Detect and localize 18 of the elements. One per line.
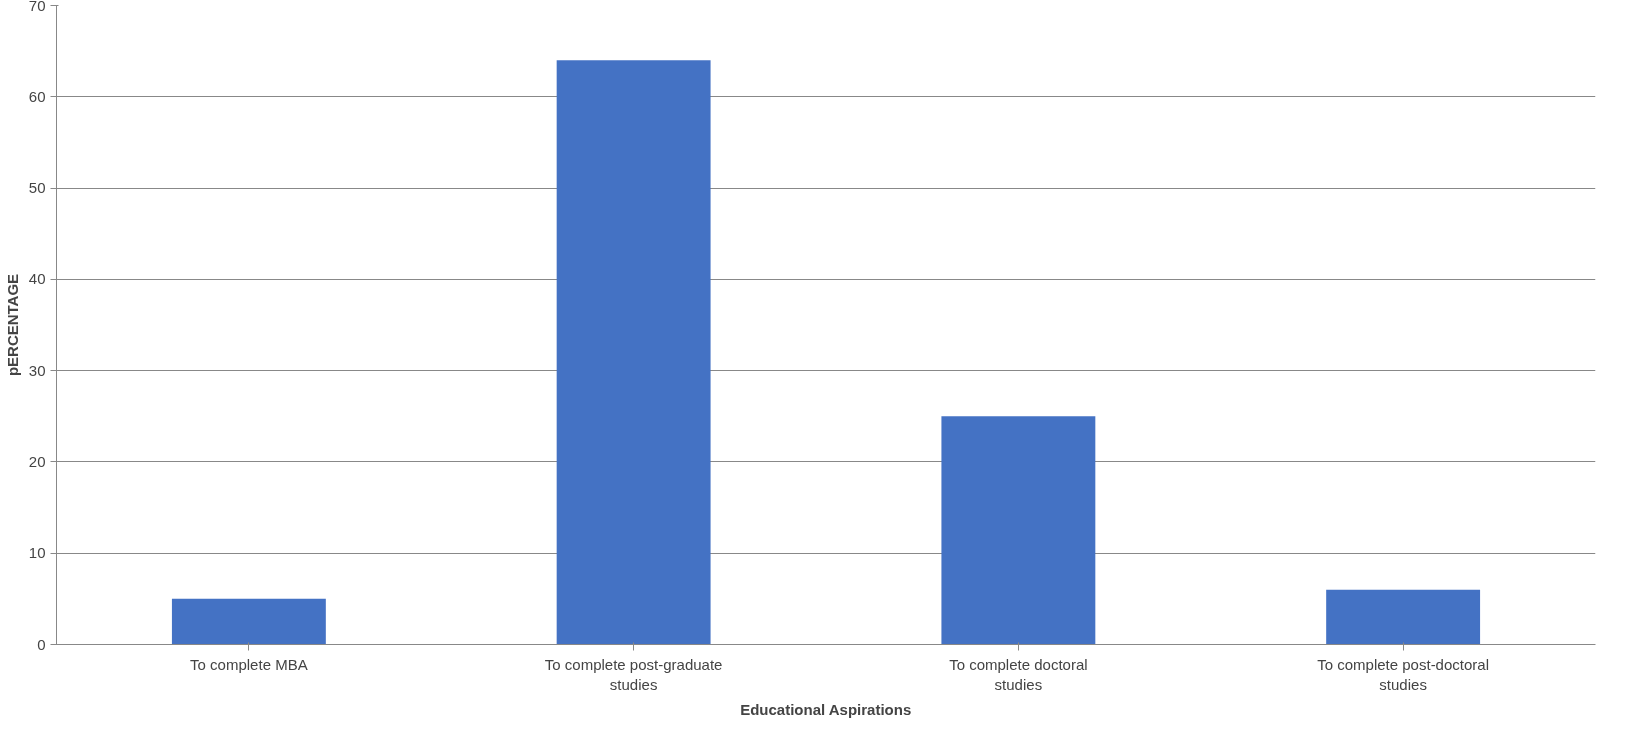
y-tick-label: 0 (37, 635, 46, 653)
y-tick-label: 60 (28, 87, 46, 105)
x-axis-title: Educational Aspirations (740, 700, 912, 718)
y-tick-label: 50 (28, 179, 46, 197)
bar (941, 416, 1096, 645)
y-axis-title: pERCENTAGE (3, 273, 21, 377)
y-tick-label: 40 (28, 270, 46, 288)
y-tick-label: 10 (28, 544, 46, 562)
y-tick-label: 30 (28, 361, 46, 379)
x-tick-label: To complete MBA (190, 655, 308, 673)
y-tick-label: 70 (28, 0, 46, 14)
bar (1326, 589, 1481, 645)
x-tick-label: To complete post-doctoral studies (1317, 655, 1490, 693)
x-tick-label: To complete doctoral studies (949, 655, 1088, 693)
bar (556, 60, 711, 645)
y-tick-label: 20 (28, 452, 46, 470)
x-tick-label: To complete post-graduate studies (544, 655, 723, 693)
bar (171, 598, 326, 645)
